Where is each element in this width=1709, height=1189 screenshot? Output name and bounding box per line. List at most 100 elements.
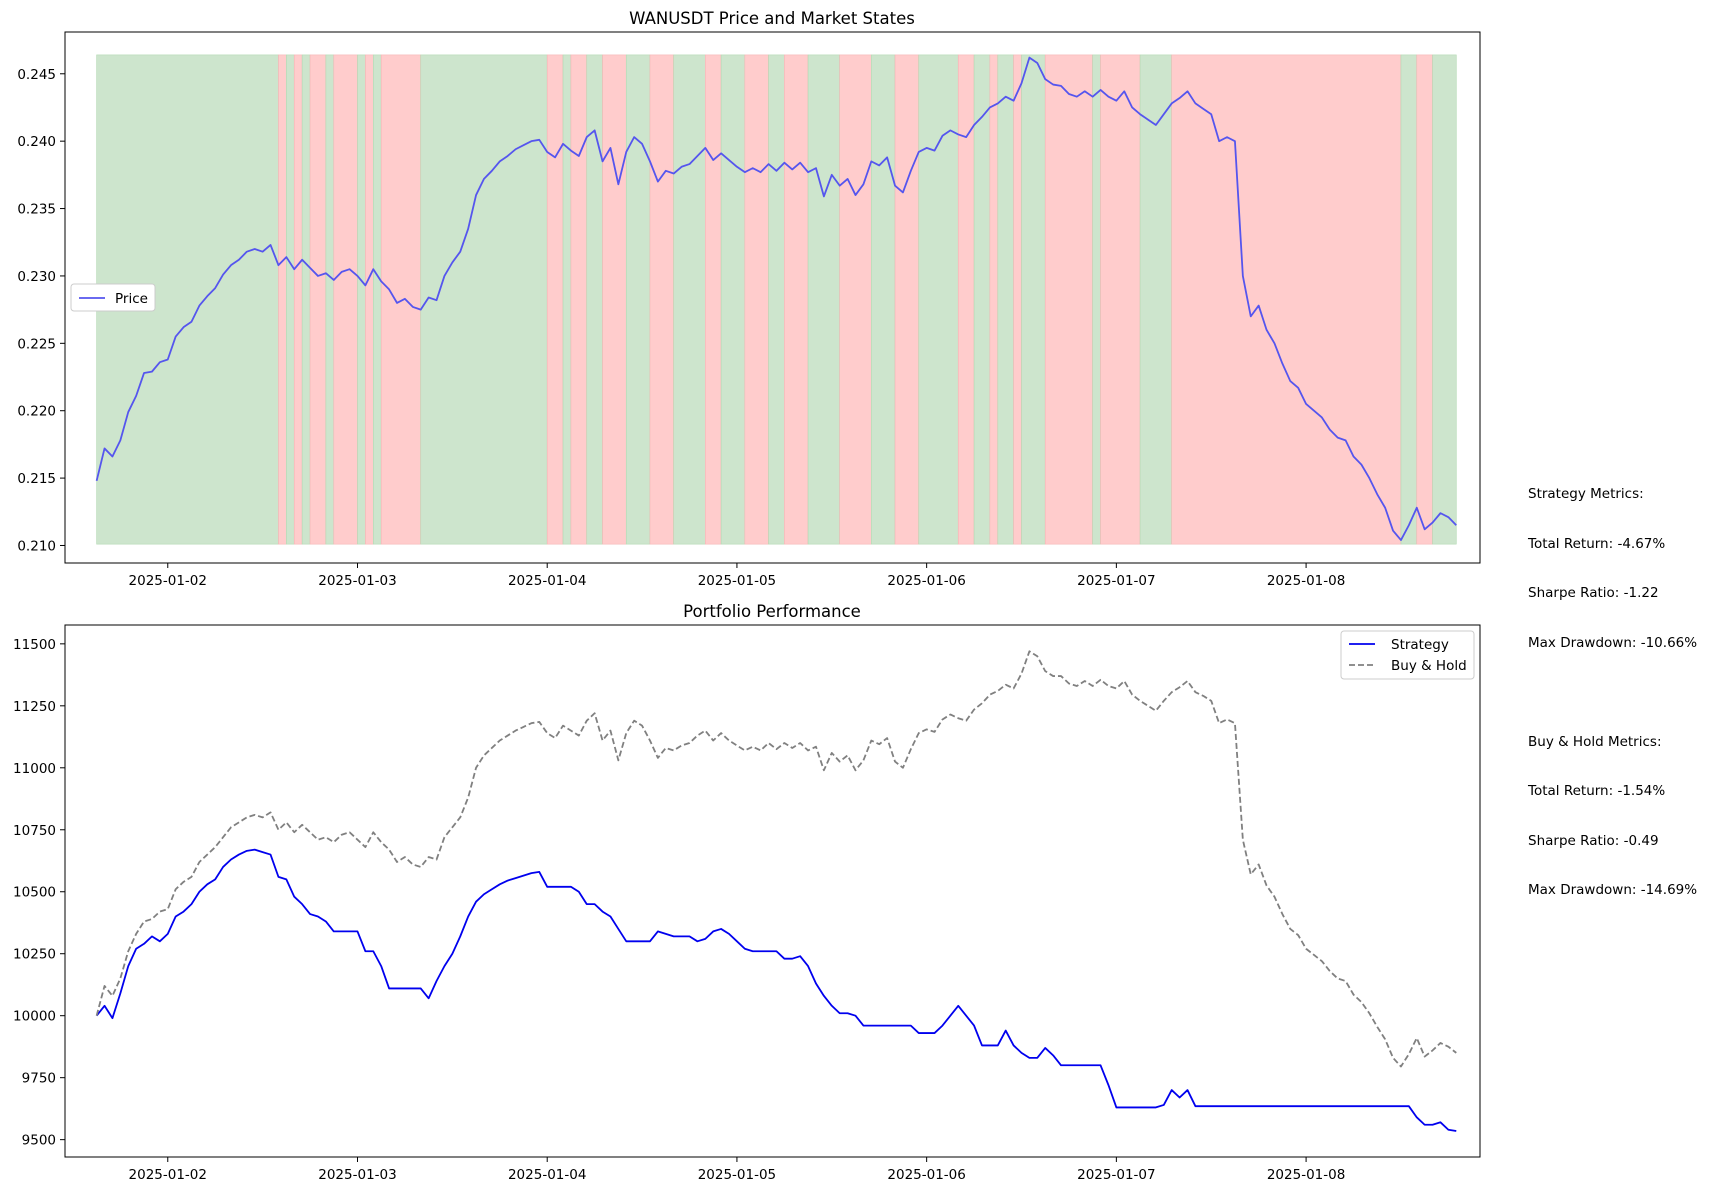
portfolio-y-tick-label: 11000 — [13, 761, 56, 777]
strategy-legend-label: Strategy — [1391, 637, 1449, 653]
price-y-tick-label: 0.220 — [17, 404, 56, 420]
price-y-tick-label: 0.225 — [17, 336, 56, 352]
buy-hold-legend-label: Buy & Hold — [1391, 658, 1467, 674]
market-state-band-bearish — [380, 54, 422, 545]
portfolio-x-tick-label: 2025-01-08 — [1267, 1167, 1345, 1183]
market-state-band-bullish — [372, 54, 382, 545]
market-state-band-bullish — [807, 54, 840, 545]
portfolio-x-tick-label: 2025-01-04 — [508, 1167, 586, 1183]
price-legend-box — [70, 283, 156, 312]
market-state-band-bearish — [570, 54, 588, 545]
price-chart: WANUSDT Price and Market States 2025-01-… — [17, 9, 1481, 589]
buy-hold-series-line — [95, 650, 1457, 1068]
price-series-line — [95, 56, 1457, 541]
portfolio-chart-frame — [64, 624, 1481, 1158]
portfolio-y-tick-label: 10500 — [13, 885, 56, 901]
market-state-band-bullish — [625, 54, 651, 545]
strategy-total-return: Total Return: -4.67% — [1528, 535, 1666, 552]
metrics-panel: Strategy Metrics: Total Return: -4.67% S… — [1528, 453, 1697, 915]
portfolio-x-tick-label: 2025-01-06 — [887, 1167, 965, 1183]
market-state-band-bullish — [301, 54, 311, 545]
price-y-axis: 0.210 0.215 0.220 0.225 0.230 0.235 0.240 0.245 — [17, 67, 65, 554]
portfolio-y-tick-label: 11250 — [13, 699, 56, 715]
portfolio-x-tick-label: 2025-01-07 — [1077, 1167, 1155, 1183]
market-state-band-bearish — [333, 54, 358, 545]
price-chart-frame — [64, 31, 1481, 564]
price-y-tick-label: 0.235 — [17, 202, 56, 218]
market-state-band-bearish — [1044, 54, 1093, 545]
price-y-tick-label: 0.210 — [17, 538, 56, 554]
market-state-band-bullish — [1400, 54, 1418, 545]
price-x-tick-label: 2025-01-07 — [1077, 573, 1155, 589]
price-legend: Price — [70, 283, 156, 312]
portfolio-lines — [95, 650, 1457, 1132]
portfolio-legend: Strategy Buy & Hold — [1340, 630, 1475, 680]
portfolio-y-tick-label: 9750 — [22, 1071, 56, 1087]
price-x-tick-label: 2025-01-05 — [698, 573, 776, 589]
price-y-tick-label: 0.230 — [17, 269, 56, 285]
market-state-band-bearish — [649, 54, 674, 545]
market-state-band-bearish — [784, 54, 809, 545]
market-state-band-bearish — [1171, 54, 1402, 545]
market-state-band-bullish — [720, 54, 746, 545]
strategy-max-drawdown: Max Drawdown: -10.66% — [1528, 634, 1698, 651]
price-x-tick-label: 2025-01-06 — [887, 573, 965, 589]
market-state-band-bearish — [894, 54, 920, 545]
market-state-band-bearish — [1416, 54, 1433, 545]
strategy-sharpe-ratio: Sharpe Ratio: -1.22 — [1528, 585, 1659, 601]
price-legend-label: Price — [115, 291, 148, 307]
buy-hold-max-drawdown: Max Drawdown: -14.69% — [1528, 882, 1698, 898]
price-y-tick-label: 0.245 — [17, 67, 56, 83]
strategy-metrics-heading: Strategy Metrics: — [1528, 486, 1644, 502]
strategy-series-line — [95, 848, 1457, 1132]
market-state-band-bearish — [1100, 54, 1141, 545]
portfolio-chart-title: Portfolio Performance — [683, 602, 861, 621]
buy-hold-sharpe-ratio: Sharpe Ratio: -0.49 — [1528, 832, 1659, 849]
buy-hold-total-return: Total Return: -1.54% — [1528, 783, 1666, 799]
market-state-band-bullish — [586, 54, 603, 545]
price-y-tick-label: 0.240 — [17, 134, 56, 150]
market-state-band-bullish — [673, 54, 706, 545]
portfolio-chart: Portfolio Performance 2025-01-02 2025-01-… — [13, 602, 1481, 1183]
portfolio-y-tick-label: 11500 — [13, 637, 56, 653]
market-state-band-bearish — [278, 54, 287, 545]
market-state-band-bullish — [1021, 54, 1046, 545]
market-state-band-bullish — [1092, 54, 1101, 545]
market-state-band-bullish — [997, 54, 1014, 545]
portfolio-x-tick-label: 2025-01-05 — [698, 1167, 776, 1183]
market-state-band-bullish — [325, 54, 335, 545]
market-state-band-bullish — [973, 54, 991, 545]
portfolio-y-tick-label: 10250 — [13, 947, 56, 963]
portfolio-y-axis: 9500 9750 10000 10250 10500 10750 11000 11250 11… — [13, 637, 65, 1149]
price-x-tick-label: 2025-01-02 — [129, 573, 207, 589]
market-state-band-bearish — [309, 54, 327, 545]
price-y-tick-label: 0.215 — [17, 471, 56, 487]
market-state-band-bearish — [705, 54, 722, 545]
market-state-band-bearish — [744, 54, 769, 545]
metrics-spacer — [1528, 684, 1697, 701]
portfolio-legend-box — [1340, 630, 1475, 680]
market-state-band-bearish — [839, 54, 872, 545]
market-state-band-bullish — [918, 54, 959, 545]
market-state-bands — [96, 54, 1457, 545]
price-x-tick-label: 2025-01-03 — [318, 573, 396, 589]
portfolio-x-axis: 2025-01-02 2025-01-03 2025-01-04 2025-01-05… — [129, 1157, 1345, 1183]
market-state-band-bullish — [768, 54, 785, 545]
portfolio-x-tick-label: 2025-01-02 — [129, 1167, 207, 1183]
market-state-band-bearish — [602, 54, 627, 545]
portfolio-y-tick-label: 10750 — [13, 823, 56, 839]
market-state-band-bearish — [989, 54, 999, 545]
price-x-tick-label: 2025-01-08 — [1267, 573, 1345, 589]
market-state-band-bullish — [420, 54, 548, 545]
buy-hold-metrics-heading: Buy & Hold Metrics: — [1528, 733, 1662, 750]
market-state-band-bullish — [562, 54, 572, 545]
market-state-band-bearish — [546, 54, 564, 545]
price-x-axis: 2025-01-02 2025-01-03 2025-01-04 2025-01-05… — [129, 563, 1345, 589]
price-chart-title: WANUSDT Price and Market States — [629, 9, 915, 28]
price-x-tick-label: 2025-01-04 — [508, 573, 586, 589]
market-state-band-bullish — [357, 54, 366, 545]
price-lines — [95, 56, 1457, 541]
portfolio-x-tick-label: 2025-01-03 — [318, 1167, 396, 1183]
market-state-band-bullish — [1139, 54, 1173, 545]
